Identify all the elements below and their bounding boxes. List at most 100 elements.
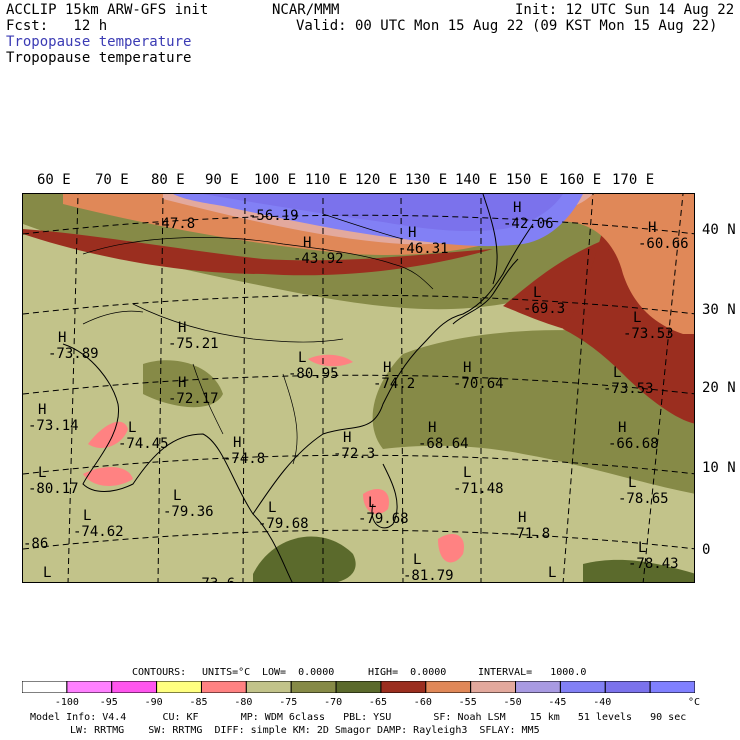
pressure-center-marker: H xyxy=(178,320,186,336)
temperature-value-label: -68.64 xyxy=(418,436,469,452)
pressure-center-marker: L xyxy=(43,565,51,581)
color-bar-tick-label: -75 xyxy=(279,697,298,708)
color-bar-tick-label: -70 xyxy=(324,697,343,708)
longitude-label: 170 E xyxy=(612,172,655,188)
olive-region-east xyxy=(372,330,694,494)
pink-patch xyxy=(438,534,464,563)
pressure-center-marker: L xyxy=(548,565,556,581)
longitude-label: 60 E xyxy=(37,172,71,188)
temperature-value-label: -74.2 xyxy=(373,376,415,392)
pressure-center-marker: L xyxy=(83,508,91,524)
valid-time: Valid: 00 UTC Mon 15 Aug 22 (09 KST Mon … xyxy=(296,18,718,34)
temperature-value-label: -71.8 xyxy=(508,526,550,542)
temperature-value-label: -80.95 xyxy=(288,366,339,382)
units-label: UNITS=°C xyxy=(202,667,251,678)
dark-olive-patch xyxy=(583,559,694,582)
pressure-center-marker: H xyxy=(343,430,351,446)
pressure-center-marker: H xyxy=(38,402,46,418)
color-bar-tick-label: -100 xyxy=(54,697,79,708)
pressure-center-marker: H xyxy=(178,375,186,391)
color-bar-tick-label: -80 xyxy=(234,697,253,708)
temperature-value-label: -47.8 xyxy=(153,216,195,232)
pressure-center-marker: L xyxy=(368,495,376,511)
color-bar-swatch xyxy=(335,681,382,693)
color-bar-tick-label: -55 xyxy=(458,697,477,708)
center-label: NCAR/MMM xyxy=(272,2,340,18)
temperature-value-label: -73.6 xyxy=(193,576,235,583)
pressure-center-marker: H xyxy=(58,330,66,346)
longitude-label: 110 E xyxy=(305,172,348,188)
dark-olive-patch xyxy=(253,536,356,582)
pressure-center-marker: H xyxy=(518,510,526,526)
temperature-value-label: -71.48 xyxy=(453,481,504,497)
temperature-value-label: -74.62 xyxy=(73,524,124,540)
forecast-hour: Fcst: 12 h xyxy=(6,18,108,34)
pressure-center-marker: L xyxy=(298,350,306,366)
pressure-center-marker: L xyxy=(173,488,181,504)
pink-patch xyxy=(308,354,353,367)
pressure-center-marker: L xyxy=(38,465,46,481)
pressure-center-marker: L xyxy=(463,465,471,481)
temperature-value-label: -77.47 xyxy=(538,581,589,583)
color-bar-swatch xyxy=(470,681,517,693)
pressure-center-marker: L xyxy=(128,420,136,436)
color-bar-swatch xyxy=(559,681,606,693)
latitude-label: 10 N xyxy=(702,460,736,476)
temperature-value-label: -74.8 xyxy=(223,451,265,467)
pressure-center-marker: H xyxy=(648,220,656,236)
color-bar-swatch xyxy=(111,681,158,693)
pressure-center-marker: H xyxy=(513,200,521,216)
temperature-value-label: -79.87 xyxy=(33,581,84,583)
temperature-value-label: -72.17 xyxy=(168,391,219,407)
longitude-label: 100 E xyxy=(254,172,297,188)
color-bar-swatch xyxy=(156,681,202,693)
graticule xyxy=(23,194,694,582)
orange-band xyxy=(63,194,694,334)
color-bar-tick-label: -90 xyxy=(144,697,163,708)
pressure-center-marker: H xyxy=(428,420,436,436)
coastlines xyxy=(62,194,534,582)
color-bar-swatch xyxy=(290,681,337,693)
temperature-value-label: -69.3 xyxy=(523,301,565,317)
pressure-center-marker: H xyxy=(233,435,241,451)
interval-label: INTERVAL= 1000.0 xyxy=(478,667,587,678)
init-time: Init: 12 UTC Sun 14 Aug 22 xyxy=(515,2,735,18)
pressure-center-marker: H xyxy=(408,225,416,241)
model-info-line2: LW: RRTMG SW: RRTMG DIFF: simple KM: 2D … xyxy=(70,725,540,736)
pressure-center-marker: H xyxy=(383,360,391,376)
longitude-label: 80 E xyxy=(151,172,185,188)
color-bar-swatch xyxy=(380,681,427,693)
color-bar-swatch xyxy=(22,681,68,693)
temperature-value-label: -73.53 xyxy=(623,326,674,342)
temperature-value-label: -60.66 xyxy=(638,236,689,252)
pressure-center-marker: L xyxy=(633,310,641,326)
latitude-label: 30 N xyxy=(702,302,736,318)
color-bar-unit: °C xyxy=(688,697,701,708)
color-bar-tick-label: -45 xyxy=(548,697,567,708)
temperature-value-label: -43.92 xyxy=(293,251,344,267)
temperature-value-label: -73.53 xyxy=(603,381,654,397)
dark-olive-patch xyxy=(143,360,223,408)
pressure-center-marker: H xyxy=(618,420,626,436)
field-title: Tropopause temperature xyxy=(6,50,192,66)
color-bar-swatch xyxy=(66,681,113,693)
latitude-label: 40 N xyxy=(702,222,736,238)
pink-patch xyxy=(88,421,128,449)
temperature-value-label: -86 xyxy=(23,536,48,552)
temperature-value-label: -73.89 xyxy=(48,346,99,362)
temperature-value-label: -74.45 xyxy=(118,436,169,452)
color-bar-swatch xyxy=(604,681,651,693)
temperature-value-label: -79.36 xyxy=(163,504,214,520)
color-bar-tick-label: -50 xyxy=(503,697,522,708)
longitude-label: 130 E xyxy=(405,172,448,188)
color-bar-tick-label: -60 xyxy=(413,697,432,708)
color-bar-tick-label: -95 xyxy=(99,697,118,708)
model-info-line1: Model Info: V4.4 CU: KF MP: WDM 6class P… xyxy=(30,712,687,723)
pressure-center-marker: L xyxy=(628,475,636,491)
pressure-center-marker: H xyxy=(303,235,311,251)
longitude-label: 120 E xyxy=(355,172,398,188)
longitude-label: 90 E xyxy=(205,172,239,188)
temperature-value-label: -73.14 xyxy=(28,418,79,434)
temperature-value-label: -46.31 xyxy=(398,241,449,257)
color-bar-swatch xyxy=(245,681,292,693)
